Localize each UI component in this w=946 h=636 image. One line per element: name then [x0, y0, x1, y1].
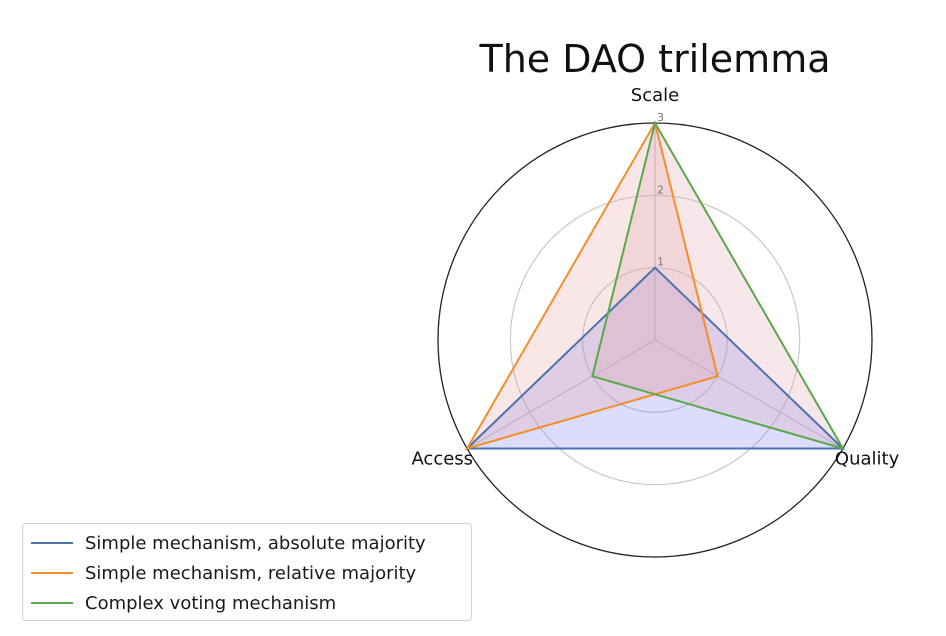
legend-item: Complex voting mechanism [23, 588, 471, 618]
series-line [464, 120, 719, 451]
radial-tick-label: 3 [657, 111, 664, 124]
series-area [592, 123, 843, 449]
legend-label: Simple mechanism, absolute majority [85, 532, 426, 554]
series-line [591, 120, 846, 451]
radar-spoke [466, 339, 656, 450]
series-area [467, 267, 843, 449]
legend-swatch [31, 542, 73, 544]
radial-tick-label: 1 [657, 256, 664, 269]
radar-axis-labels: 1 2 3 Scale Quality Access [411, 85, 899, 470]
axis-label: Quality [835, 449, 900, 470]
series-area [467, 123, 718, 449]
legend-label: Simple mechanism, relative majority [85, 562, 417, 584]
radial-tick-label: 2 [657, 183, 664, 196]
legend-item: Simple mechanism, relative majority [23, 558, 471, 588]
series-line [464, 266, 846, 450]
legend-swatch [31, 602, 73, 604]
legend-item: Simple mechanism, absolute majority [23, 528, 471, 558]
radar-spoke [654, 339, 844, 450]
axis-label: Scale [631, 85, 679, 106]
axis-label: Access [411, 449, 473, 470]
chart-title: The DAO trilemma [479, 37, 831, 81]
legend: Simple mechanism, absolute majority Simp… [22, 523, 472, 621]
legend-swatch [31, 572, 73, 574]
legend-label: Complex voting mechanism [85, 592, 337, 614]
radar-series [464, 120, 846, 451]
